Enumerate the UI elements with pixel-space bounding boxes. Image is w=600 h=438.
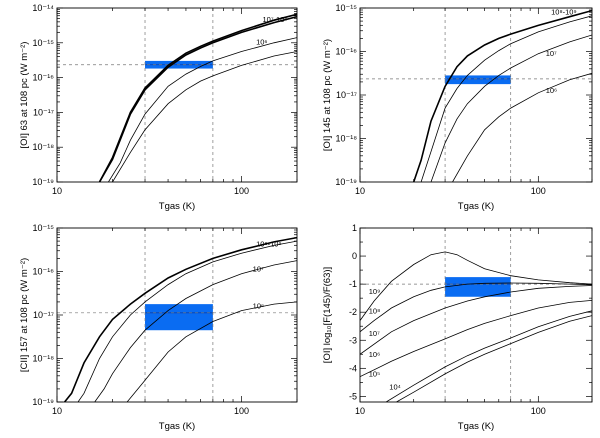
y-tick-label: 10⁻¹⁹ — [32, 397, 54, 407]
y-axis-title: [CII] 157 at 108 pc (W m⁻²) — [19, 258, 30, 372]
x-axis-title: Tgas (K) — [159, 421, 195, 432]
series-line-3 — [126, 301, 297, 402]
y-tick-label: 10⁻¹⁸ — [32, 142, 54, 152]
series-line-2 — [430, 34, 592, 182]
y-tick-label: 10⁻¹⁶ — [33, 267, 55, 277]
y-tick-label: -5 — [349, 391, 357, 401]
y-axis-title: [OI] 145 at 108 pc (W m⁻²) — [322, 39, 333, 151]
panel-cii157: 10 100 10⁻¹⁹ 10⁻¹⁸ 10⁻¹⁷ 10⁻¹⁶ 10⁻¹⁵ 10⁸-10⁹ 10⁷… — [19, 223, 298, 432]
series-line-2 — [94, 260, 297, 402]
series-line-3 — [112, 51, 297, 182]
series-line-2 — [360, 285, 592, 355]
y-tick-label: 10⁻¹⁷ — [336, 90, 357, 100]
curve-label: 10⁴ — [389, 382, 401, 391]
plot-frame — [359, 227, 593, 403]
y-tick-label: 10⁻¹⁶ — [336, 47, 358, 57]
panel-ratio: 10 100 -5 -4 -3 -2 -1 0 1 10⁹ 10⁸ 10⁷ 10⁶ 10⁵ 10⁴ Tgas … — [322, 223, 593, 432]
x-axis-title: Tgas (K) — [159, 201, 195, 212]
curve-label: 10⁵ — [369, 370, 380, 379]
observed-range-box — [445, 277, 511, 297]
curve-label: 10⁶ — [253, 301, 264, 310]
curve-label: 10⁸-10⁹ — [551, 8, 577, 17]
plot-frame — [56, 7, 298, 183]
x-tick-label: 10 — [52, 186, 62, 196]
y-tick-label: 0 — [352, 251, 357, 261]
series-line-2 — [108, 37, 297, 182]
x-tick-label: 10 — [355, 406, 365, 416]
curve-label: 10⁷ — [546, 49, 557, 58]
curve-label: 10⁷ — [369, 329, 380, 338]
y-tick-label: 10⁻¹⁹ — [32, 177, 54, 187]
curve-label: 10⁷-10⁹ — [262, 15, 287, 24]
series-line-1 — [98, 15, 297, 182]
series-line-3 — [452, 72, 592, 182]
x-tick-label: 100 — [234, 186, 249, 196]
curve-label: 10⁶ — [369, 350, 380, 359]
series-line-0 — [412, 9, 592, 182]
curve-label: 10⁸-10⁹ — [256, 239, 282, 248]
series-line-0 — [360, 251, 592, 321]
y-tick-label: 10⁻¹⁷ — [33, 310, 54, 320]
panel-oi63: 10 100 10⁻¹⁹ 10⁻¹⁸ 10⁻¹⁷ 10⁻¹⁶ 10⁻¹⁵ 10⁻¹⁴ 10⁷-1… — [19, 3, 298, 212]
series-line-1 — [420, 15, 592, 182]
curve-label: 10⁹ — [369, 287, 381, 296]
x-tick-label: 10 — [355, 186, 365, 196]
y-axis-title: [OI] log₁₀[F(145)/F(63)] — [322, 267, 333, 363]
x-tick-label: 100 — [234, 406, 249, 416]
y-tick-label: 10⁻¹⁴ — [32, 3, 54, 13]
curve-label: 10⁸ — [369, 307, 381, 316]
series-line-5 — [396, 315, 592, 402]
observed-range-box — [145, 304, 213, 331]
curve-label: 10⁶ — [256, 38, 267, 47]
y-tick-label: 10⁻¹⁵ — [336, 3, 358, 13]
y-tick-label: -1 — [349, 279, 357, 289]
series-line-1 — [77, 240, 297, 402]
series-line-4 — [385, 310, 592, 402]
y-axis-title: [OI] 63 at 108 pc (W m⁻²) — [19, 42, 30, 149]
series-group — [360, 251, 592, 402]
y-tick-label: 10⁻¹⁸ — [32, 354, 54, 364]
y-tick-label: 10⁻¹⁵ — [33, 38, 55, 48]
series-group — [412, 9, 592, 182]
observed-range-box — [445, 75, 511, 85]
panel-oi145: 10 100 10⁻¹⁹ 10⁻¹⁸ 10⁻¹⁷ 10⁻¹⁶ 10⁻¹⁵ 10⁸-10⁹ 10⁷… — [322, 3, 593, 212]
y-tick-label: 1 — [352, 223, 357, 233]
y-tick-label: 10⁻¹⁸ — [335, 134, 357, 144]
series-group — [98, 13, 297, 182]
x-tick-label: 10 — [52, 406, 62, 416]
x-axis-title: Tgas (K) — [458, 421, 494, 432]
series-group — [63, 236, 297, 402]
x-axis-title: Tgas (K) — [458, 201, 494, 212]
y-tick-label: 10⁻¹⁵ — [33, 223, 55, 233]
series-line-3 — [360, 300, 592, 378]
series-line-1 — [360, 282, 592, 333]
series-line-0 — [63, 236, 297, 402]
x-tick-label: 100 — [531, 186, 546, 196]
y-tick-label: -4 — [349, 363, 357, 373]
curve-label: 10⁶ — [546, 86, 557, 95]
y-tick-label: -2 — [349, 307, 357, 317]
curve-label: 10⁷ — [253, 265, 264, 274]
y-tick-label: 10⁻¹⁹ — [335, 177, 357, 187]
y-tick-label: 10⁻¹⁶ — [33, 73, 55, 83]
y-tick-label: -3 — [349, 335, 357, 345]
y-tick-label: 10⁻¹⁷ — [33, 107, 54, 117]
x-tick-label: 100 — [531, 406, 546, 416]
